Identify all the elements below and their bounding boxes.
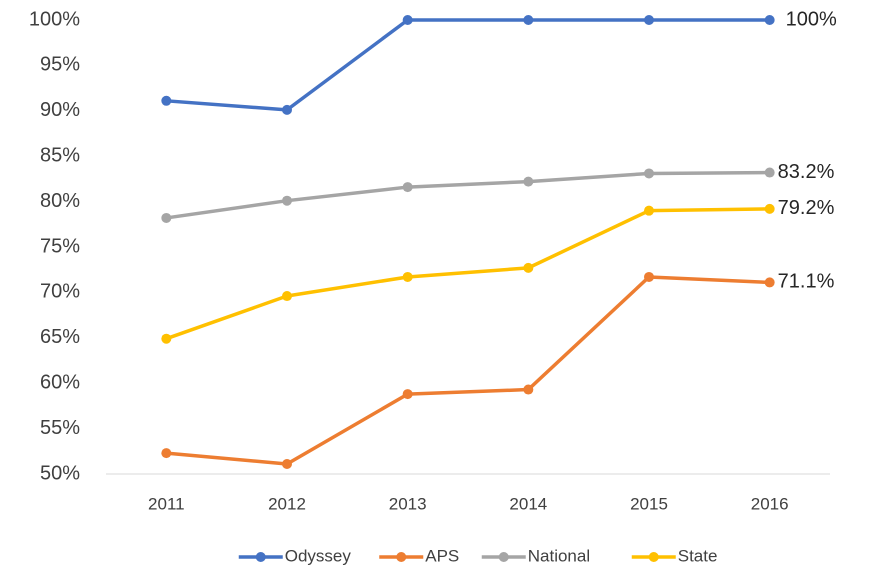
- data-point: [523, 262, 534, 273]
- x-tick-label: 2016: [751, 494, 789, 513]
- data-point: [523, 384, 534, 395]
- data-label: 100%: [786, 8, 837, 30]
- data-point: [644, 271, 654, 282]
- data-point: [282, 195, 292, 206]
- data-point: [523, 176, 534, 187]
- data-point: [282, 104, 292, 115]
- legend-marker: [396, 552, 407, 562]
- y-tick-label: 75%: [40, 235, 80, 257]
- data-point: [644, 15, 654, 25]
- data-label: 83.2%: [778, 161, 835, 183]
- data-point: [161, 212, 172, 223]
- data-point: [161, 448, 172, 459]
- data-label: 71.1%: [778, 271, 835, 293]
- y-tick-label: 55%: [40, 417, 80, 439]
- x-tick-label: 2012: [268, 494, 306, 513]
- y-tick-label: 80%: [40, 190, 80, 212]
- legend-label: State: [678, 546, 718, 565]
- series-line: [166, 18, 770, 112]
- x-tick-label: 2015: [630, 494, 668, 513]
- legend-marker: [255, 552, 266, 562]
- series-line: [165, 207, 770, 341]
- data-point: [764, 15, 775, 25]
- data-point: [282, 459, 292, 470]
- x-tick-label: 2011: [148, 494, 185, 513]
- data-point: [402, 271, 413, 282]
- series-line: [166, 275, 770, 466]
- x-tick-label: 2014: [509, 494, 547, 513]
- data-point: [161, 95, 172, 106]
- data-point: [161, 333, 172, 344]
- data-point: [402, 389, 413, 400]
- legend-marker: [648, 552, 659, 562]
- series-line: [166, 170, 770, 220]
- y-tick-label: 95%: [40, 54, 80, 76]
- legend-label: National: [528, 546, 590, 565]
- y-tick-label: 65%: [40, 326, 80, 348]
- data-point: [644, 205, 654, 216]
- legend-label: APS: [425, 546, 459, 565]
- y-tick-label: 60%: [40, 371, 80, 393]
- data-point: [764, 203, 775, 214]
- data-point: [523, 15, 534, 25]
- y-tick-label: 50%: [40, 462, 80, 484]
- data-point: [644, 168, 654, 179]
- data-point: [402, 182, 413, 193]
- y-tick-label: 85%: [40, 144, 80, 166]
- data-point: [282, 291, 292, 302]
- data-label: 79.2%: [778, 197, 835, 219]
- legend-label: Odyssey: [285, 546, 352, 565]
- y-tick-label: 100%: [29, 8, 80, 30]
- legend-marker: [498, 552, 509, 562]
- x-tick-label: 2013: [389, 494, 427, 513]
- data-point: [402, 15, 413, 25]
- y-tick-label: 70%: [40, 281, 80, 303]
- data-point: [764, 167, 775, 178]
- y-tick-label: 90%: [40, 99, 80, 121]
- data-point: [764, 277, 775, 288]
